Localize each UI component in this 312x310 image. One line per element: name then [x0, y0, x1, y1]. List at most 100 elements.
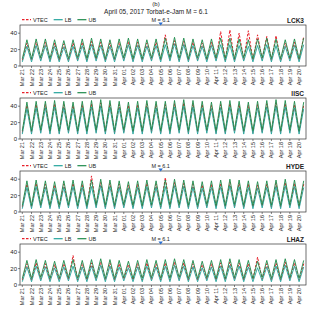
y-tick-label: 0 — [14, 136, 18, 142]
annotation-arrow — [158, 169, 162, 172]
x-tick-label: Apr 12 — [222, 69, 228, 85]
x-tick-label: Apr 09 — [195, 142, 201, 158]
x-tick-label: Apr 15 — [250, 215, 256, 231]
legend-swatch — [22, 92, 31, 93]
x-tick-label: Apr 18 — [278, 142, 284, 158]
x-tick-label: Mar 26 — [65, 142, 71, 159]
x-tick-label: Apr 15 — [250, 142, 256, 158]
x-tick-label: Apr 10 — [204, 142, 210, 158]
x-tick-label: Apr 04 — [148, 142, 154, 158]
x-tick-label: Mar 28 — [84, 288, 90, 305]
x-tick-label: Mar 24 — [47, 215, 53, 232]
x-tick-label: Apr 02 — [130, 142, 136, 158]
legend-label: UB — [88, 90, 96, 96]
x-tick-label: Apr 03 — [139, 69, 145, 85]
x-tick-label: Mar 21 — [19, 69, 25, 86]
x-tick-label: Apr 02 — [130, 288, 136, 304]
series-line — [22, 37, 303, 58]
legend-swatch — [22, 165, 31, 166]
x-tick-label: Apr 07 — [176, 215, 182, 231]
legend-label: LB — [65, 163, 72, 169]
x-tick-label: Apr 02 — [130, 215, 136, 231]
x-tick-label: Apr 12 — [222, 288, 228, 304]
figure: (b)April 05, 2017 Torbat-e-Jam M = 6.102… — [0, 0, 312, 310]
x-tick-label: Mar 29 — [93, 69, 99, 86]
legend-swatch — [54, 19, 63, 20]
x-tick-label: Apr 17 — [268, 215, 274, 231]
x-tick-label: Apr 11 — [213, 69, 219, 85]
y-tick-label: 20 — [10, 193, 17, 199]
x-tick-label: Apr 05 — [158, 215, 164, 231]
panel-title: IISC — [291, 90, 304, 97]
figure-title: April 05, 2017 Torbat-e-Jam M = 6.1 — [104, 8, 208, 16]
y-tick-label: 40 — [10, 249, 17, 255]
x-tick-label: Apr 01 — [121, 288, 127, 304]
x-tick-label: Apr 17 — [268, 142, 274, 158]
x-tick-label: Mar 22 — [29, 69, 35, 86]
x-tick-label: Apr 18 — [278, 288, 284, 304]
x-tick-label: Apr 14 — [241, 288, 247, 304]
annotation-label: M = 6.1 — [151, 163, 170, 169]
series-group — [22, 30, 303, 62]
x-tick-label: Apr 18 — [278, 215, 284, 231]
x-tick-label: Apr 06 — [167, 69, 173, 85]
x-tick-label: Apr 19 — [287, 69, 293, 85]
x-tick-label: Apr 16 — [259, 288, 265, 304]
panel-title: LHAZ — [287, 236, 304, 243]
x-tick-label: Apr 07 — [176, 142, 182, 158]
x-tick-label: Apr 09 — [195, 215, 201, 231]
x-tick-label: Mar 21 — [19, 215, 25, 232]
panel: 02040Mar 21Mar 22Mar 23Mar 24Mar 25Mar 2… — [10, 163, 306, 233]
x-tick-label: Apr 06 — [167, 215, 173, 231]
x-tick-label: Apr 05 — [158, 69, 164, 85]
x-tick-label: Mar 27 — [75, 142, 81, 159]
x-tick-label: Mar 27 — [75, 288, 81, 305]
annotation-label: M = 6.1 — [151, 17, 170, 23]
x-tick-label: Apr 12 — [222, 142, 228, 158]
legend-swatch — [22, 19, 31, 20]
legend-swatch — [77, 92, 86, 93]
x-tick-label: Apr 19 — [287, 142, 293, 158]
x-tick-label: Mar 25 — [56, 142, 62, 159]
x-tick-label: Mar 21 — [19, 142, 25, 159]
legend-swatch — [22, 238, 31, 239]
y-tick-label: 40 — [10, 103, 17, 109]
legend-label: VTEC — [33, 17, 48, 23]
x-tick-label: Mar 26 — [65, 288, 71, 305]
x-tick-label: Mar 31 — [112, 288, 118, 305]
x-tick-label: Mar 23 — [38, 215, 44, 232]
legend-swatch — [77, 19, 86, 20]
plot-frame — [20, 244, 306, 285]
x-tick-label: Mar 23 — [38, 288, 44, 305]
x-tick-label: Apr 05 — [158, 142, 164, 158]
y-tick-label: 20 — [10, 266, 17, 272]
series-line — [22, 30, 303, 60]
x-tick-label: Apr 17 — [268, 69, 274, 85]
series-line — [22, 186, 303, 209]
panel: 02040Mar 21Mar 22Mar 23Mar 24Mar 25Mar 2… — [10, 17, 306, 87]
x-tick-label: Apr 20 — [296, 142, 302, 158]
y-tick-label: 20 — [10, 47, 17, 53]
x-tick-label: Apr 03 — [139, 142, 145, 158]
x-tick-label: Mar 27 — [75, 215, 81, 232]
series-group — [22, 176, 303, 209]
x-tick-label: Apr 10 — [204, 215, 210, 231]
series-group — [22, 100, 303, 134]
x-tick-label: Apr 11 — [213, 215, 219, 231]
x-tick-label: Mar 28 — [84, 69, 90, 86]
x-tick-label: Apr 17 — [268, 288, 274, 304]
x-tick-label: Apr 08 — [185, 69, 191, 85]
x-tick-label: Mar 26 — [65, 69, 71, 86]
plot-frame — [20, 171, 306, 212]
panel-title: HYDE — [286, 163, 305, 170]
x-tick-label: Apr 20 — [296, 215, 302, 231]
x-tick-label: Mar 26 — [65, 215, 71, 232]
series-line — [22, 259, 303, 279]
x-tick-label: Apr 19 — [287, 215, 293, 231]
x-tick-label: Mar 28 — [84, 142, 90, 159]
x-tick-label: Apr 07 — [176, 69, 182, 85]
y-tick-label: 40 — [10, 176, 17, 182]
legend-swatch — [54, 165, 63, 166]
x-tick-label: Apr 19 — [287, 288, 293, 304]
x-tick-label: Mar 29 — [93, 142, 99, 159]
